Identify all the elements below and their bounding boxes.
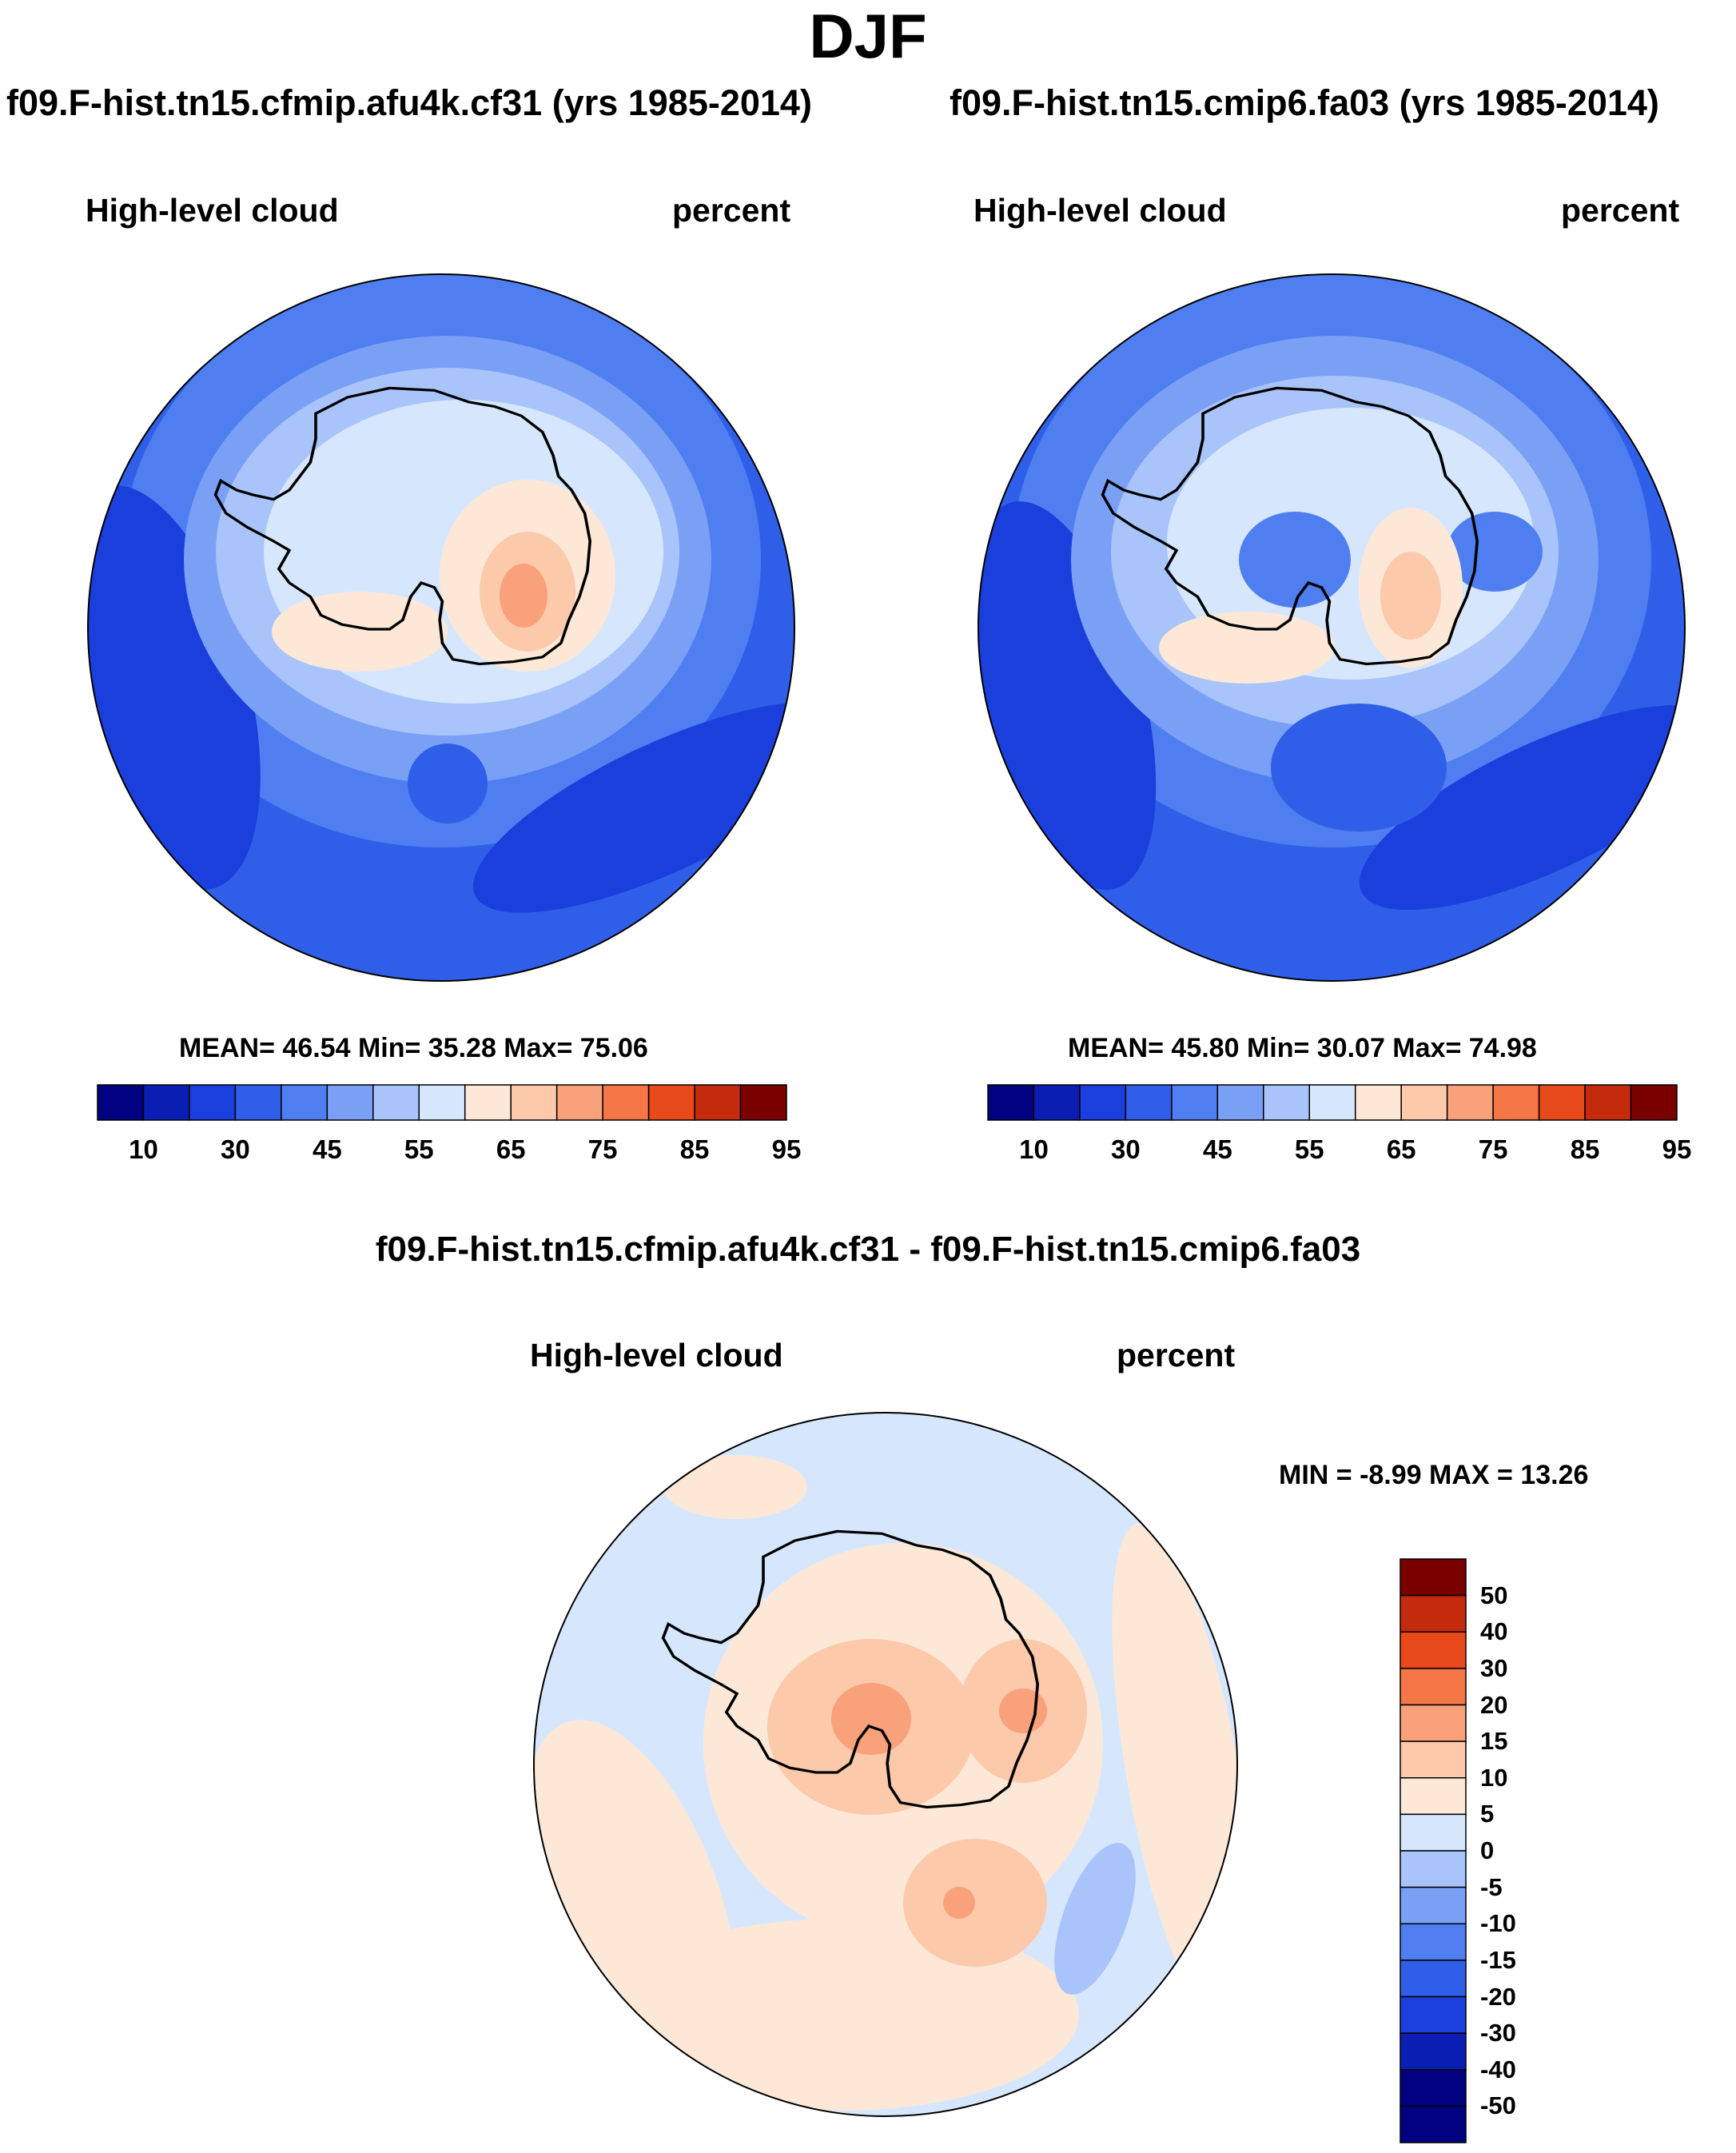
colorbar-diff [1400, 1558, 1467, 2143]
colorbar-diff-tick-label: 20 [1480, 1690, 1508, 1719]
colorbar-panel2-swatch [1584, 1084, 1632, 1121]
panel1-case-title: f09.F-hist.tn15.cfmip.afu4k.cf31 (yrs 19… [6, 82, 812, 123]
colorbar-panel1-tick-label: 55 [404, 1134, 434, 1164]
colorbar-panel2 [987, 1084, 1678, 1121]
colorbar-diff-swatch [1400, 2069, 1467, 2107]
figure-title: DJF [809, 1, 927, 71]
colorbar-panel2-swatch [1354, 1084, 1402, 1121]
colorbar-diff-tick-label: 10 [1480, 1763, 1508, 1792]
colorbar-panel2-tick-label: 95 [1662, 1134, 1692, 1164]
colorbar-diff-tick-label: 30 [1480, 1653, 1508, 1682]
colorbar-diff-swatch [1400, 1813, 1467, 1852]
panel2-case-title: f09.F-hist.tn15.cmip6.fa03 (yrs 1985-201… [950, 82, 1659, 123]
colorbar-panel2-swatch [1171, 1084, 1219, 1121]
colorbar-panel2-tick-label: 10 [1019, 1134, 1049, 1164]
diff-units: percent [1117, 1337, 1236, 1374]
colorbar-diff-swatch [1400, 1777, 1467, 1816]
colorbar-panel2-swatch [1630, 1084, 1678, 1121]
colorbar-panel1-swatch [739, 1084, 787, 1121]
colorbar-panel1-swatch [602, 1084, 650, 1121]
colorbar-panel1-tick-label: 75 [587, 1134, 618, 1164]
colorbar-diff-swatch [1400, 2032, 1467, 2071]
colorbar-diff-swatch [1400, 1996, 1467, 2034]
colorbar-panel1-swatch [189, 1084, 237, 1121]
colorbar-diff-tick-label: -15 [1480, 1945, 1516, 1974]
colorbar-diff-swatch [1400, 2105, 1467, 2143]
colorbar-panel2-tick-label: 75 [1478, 1134, 1508, 1164]
colorbar-diff-tick-label: 15 [1480, 1727, 1508, 1756]
colorbar-panel2-tick-label: 55 [1294, 1134, 1324, 1164]
colorbar-panel1-swatch [281, 1084, 328, 1121]
colorbar-diff-swatch [1400, 1668, 1467, 1706]
colorbar-panel1-swatch [647, 1084, 695, 1121]
colorbar-panel2-tick-label: 65 [1386, 1134, 1416, 1164]
colorbar-panel2-swatch [1263, 1084, 1311, 1121]
colorbar-panel2-swatch [1308, 1084, 1356, 1121]
colorbar-panel1-swatch [234, 1084, 282, 1121]
colorbar-diff-tick-label: 0 [1480, 1836, 1495, 1864]
colorbar-diff-tick-label: -5 [1480, 1872, 1503, 1901]
colorbar-diff-tick-label: -40 [1480, 2055, 1516, 2083]
colorbar-panel1-tick-label: 45 [312, 1134, 342, 1164]
map-panel-2 [978, 274, 1685, 981]
colorbar-panel2-tick-label: 85 [1570, 1134, 1600, 1164]
colorbar-diff-swatch [1400, 1740, 1467, 1779]
colorbar-panel2-swatch [1492, 1084, 1540, 1121]
colorbar-panel1-swatch [694, 1084, 742, 1121]
colorbar-panel2-swatch [1125, 1084, 1173, 1121]
colorbar-diff-tick-label: 5 [1480, 1800, 1495, 1828]
colorbar-panel1-tick-label: 85 [679, 1134, 710, 1164]
colorbar-panel2-tick-label: 45 [1202, 1134, 1232, 1164]
colorbar-diff-swatch [1400, 1704, 1467, 1742]
colorbar-panel2-tick-label: 30 [1111, 1134, 1141, 1164]
colorbar-diff-tick-label: -20 [1480, 1982, 1516, 2011]
panel2-stats: MEAN= 45.80 Min= 30.07 Max= 74.98 [1068, 1033, 1537, 1063]
colorbar-diff-swatch [1400, 1850, 1467, 1888]
colorbar-panel2-swatch [1033, 1084, 1081, 1121]
colorbar-panel2-swatch [1216, 1084, 1264, 1121]
panel2-variable: High-level cloud [974, 192, 1227, 229]
colorbar-diff-swatch [1400, 1594, 1467, 1633]
colorbar-panel2-swatch [1446, 1084, 1494, 1121]
colorbar-diff-tick-label: 40 [1480, 1617, 1508, 1646]
panel2-units: percent [1561, 192, 1680, 229]
panel1-units: percent [672, 192, 791, 229]
colorbar-diff-swatch [1400, 1923, 1467, 1961]
colorbar-panel2-swatch [1400, 1084, 1448, 1121]
diff-case-title: f09.F-hist.tn15.cfmip.afu4k.cf31 - f09.F… [375, 1230, 1361, 1269]
diff-variable: High-level cloud [530, 1337, 783, 1374]
colorbar-panel1 [97, 1084, 787, 1121]
colorbar-panel1-swatch [464, 1084, 512, 1121]
diff-stats: MIN = -8.99 MAX = 13.26 [1279, 1460, 1589, 1490]
colorbar-panel2-swatch [1538, 1084, 1586, 1121]
colorbar-panel2-swatch [1079, 1084, 1127, 1121]
colorbar-diff-tick-label: -50 [1480, 2091, 1516, 2120]
colorbar-diff-swatch [1400, 1960, 1467, 1998]
panel1-stats: MEAN= 46.54 Min= 35.28 Max= 75.06 [179, 1033, 648, 1063]
colorbar-panel1-tick-label: 95 [771, 1134, 802, 1164]
panel1-variable: High-level cloud [86, 192, 339, 229]
colorbar-panel1-tick-label: 65 [496, 1134, 526, 1164]
colorbar-panel1-swatch [418, 1084, 466, 1121]
colorbar-panel1-swatch [555, 1084, 603, 1121]
colorbar-panel1-tick-label: 10 [129, 1134, 158, 1164]
colorbar-diff-swatch [1400, 1631, 1467, 1669]
colorbar-diff-tick-label: 50 [1480, 1581, 1508, 1609]
colorbar-panel1-tick-label: 30 [221, 1134, 250, 1164]
colorbar-panel1-swatch [142, 1084, 190, 1121]
colorbar-panel2-swatch [987, 1084, 1035, 1121]
colorbar-panel1-swatch [326, 1084, 374, 1121]
colorbar-diff-swatch [1400, 1558, 1467, 1597]
colorbar-panel1-swatch [97, 1084, 145, 1121]
colorbar-panel1-swatch [510, 1084, 558, 1121]
colorbar-diff-swatch [1400, 1886, 1467, 1924]
map-panel-1 [88, 274, 794, 981]
colorbar-diff-tick-label: -10 [1480, 1909, 1516, 1938]
colorbar-diff-tick-label: -30 [1480, 2019, 1516, 2047]
map-panel-diff [534, 1413, 1237, 2116]
colorbar-panel1-swatch [372, 1084, 420, 1121]
